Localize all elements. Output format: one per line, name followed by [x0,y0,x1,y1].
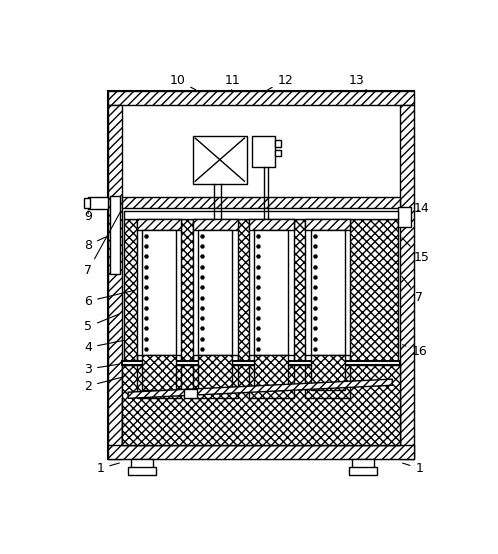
Bar [400,105,414,459]
Bar [108,105,122,459]
Text: 1: 1 [97,462,120,475]
Bar [124,219,398,398]
Text: 14: 14 [414,202,429,216]
Text: 8: 8 [84,237,106,252]
Bar [305,219,350,230]
Bar [311,230,345,355]
Bar [275,140,281,147]
Bar [142,355,176,390]
Bar [252,136,275,167]
Bar [198,355,232,390]
Text: 7: 7 [402,276,423,304]
Bar [198,230,232,355]
Text: 9: 9 [84,210,92,223]
Bar [110,196,121,274]
Bar [193,136,247,183]
Text: 1: 1 [402,462,423,475]
Bar [193,355,238,398]
Bar [84,198,90,208]
Bar [275,150,281,156]
Bar [128,467,156,475]
Bar [131,459,153,473]
Polygon shape [128,379,392,398]
Bar [193,219,238,398]
Text: 4: 4 [84,340,124,354]
Bar [305,219,350,398]
Bar [311,355,345,390]
Bar [254,355,288,390]
Bar [142,230,176,355]
Bar [88,197,108,209]
Text: 10: 10 [169,74,196,90]
Bar [398,207,411,227]
Text: 5: 5 [84,314,120,334]
Text: 3: 3 [84,362,119,376]
Bar [122,361,400,365]
Bar [122,197,400,208]
Text: 12: 12 [268,74,293,90]
Bar [193,219,238,230]
Text: 15: 15 [402,238,429,264]
Bar [136,219,181,398]
Bar [249,219,294,230]
Bar [136,355,181,398]
Bar [108,91,414,459]
Bar [122,105,400,445]
Text: 16: 16 [402,345,427,358]
Text: 13: 13 [348,74,368,91]
Bar [249,355,294,398]
Bar [108,445,414,459]
Bar [136,219,181,230]
Bar [254,230,288,355]
Bar [305,355,350,398]
Bar [349,467,377,475]
Bar [124,211,398,219]
Bar [249,219,294,398]
Text: 6: 6 [84,290,134,308]
Bar [184,389,198,398]
Text: 11: 11 [225,74,241,91]
Bar [122,398,400,445]
Bar [352,459,374,473]
Bar [108,91,414,105]
Bar [122,365,400,445]
Text: 2: 2 [84,377,124,393]
Text: 7: 7 [84,212,121,277]
